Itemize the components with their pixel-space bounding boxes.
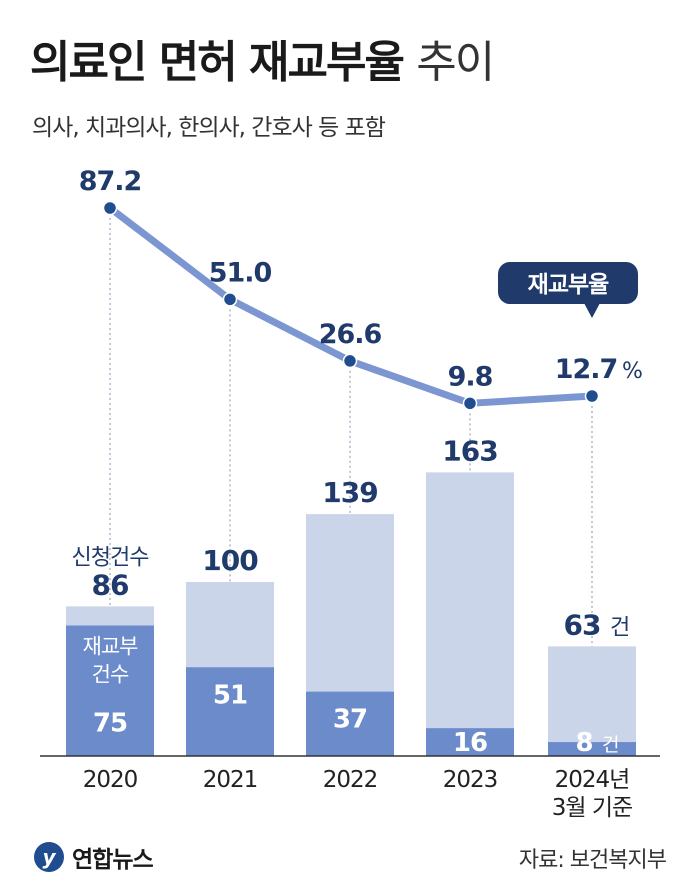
rate-label-2020: 87.2 [79,166,142,197]
legend-reissued-label-line2: 건수 [92,663,129,687]
x-tick-label-2021: 2021 [203,767,258,793]
bar-total-2024년 [548,646,636,756]
x-tick-label-2024년: 2024년 [555,767,630,793]
reissued-label-2022: 37 [333,705,367,735]
rate-line [106,204,596,407]
source-note: 자료: 보건복지부 [518,848,667,873]
x-tick-label-2020: 2020 [83,767,138,793]
total-label-2021: 100 [202,544,258,577]
legend-total-label: 신청건수 [72,545,150,570]
total-unit-label: 건 [610,615,629,640]
x-tick-sublabel-2024년: 3월 기준 [552,795,632,821]
bar-reissued-2023 [426,728,514,756]
bar-reissued-2020 [66,625,154,756]
rate-callout-pointer [584,303,600,318]
rate-label-2022: 26.6 [319,319,382,350]
bar-total-2023 [426,472,514,756]
rate-label-2023: 9.8 [448,361,493,392]
rate-callout-box [498,262,638,304]
rate-point-2023 [462,396,478,411]
rate-point-2022 [342,353,358,369]
reissued-unit-label: 건 [602,734,618,756]
bar-reissued-2021 [186,667,274,756]
bar-reissued-2022 [306,691,394,756]
total-label-2024년: 63 [564,608,601,641]
rate-point-2021 [222,292,238,307]
bar-reissued-2024년 [548,742,636,756]
x-tick-label-2023: 2023 [443,767,498,793]
rate-point-2024년 [584,388,600,404]
chart: 87.2 51.0 26.6 9.8 12.7 % 재교부율 86 100 139 163 63 건 신청… [40,166,660,821]
rate-unit-label: % [622,359,642,384]
rate-label-2021: 51.0 [209,257,272,288]
yonhap-logo-icon: y [34,842,64,872]
reissued-label-2020: 75 [93,709,127,739]
reissued-label-2021: 51 [213,680,247,710]
reissued-label-2023: 16 [453,728,487,758]
total-label-2022: 139 [322,476,377,509]
reissued-label-2024년: 8 [575,728,592,758]
logo-text: 연합뉴스 [72,847,154,873]
x-tick-label-2022: 2022 [323,767,378,793]
rate-point-2020 [102,200,118,216]
rate-label-2024년: 12.7 [555,354,618,385]
legend-reissued-label-line1: 재교부 [83,635,139,659]
yonhap-logo: y 연합뉴스 [34,840,154,874]
chart-subtitle: 의사, 치과의사, 한의사, 간호사 등 포함 [32,115,386,141]
rate-callout-label: 재교부율 [528,272,609,298]
total-label-2020: 86 [92,568,129,601]
total-label-2023: 163 [442,434,497,467]
chart-title: 의료인 면허 재교부율 추이 [30,37,495,88]
